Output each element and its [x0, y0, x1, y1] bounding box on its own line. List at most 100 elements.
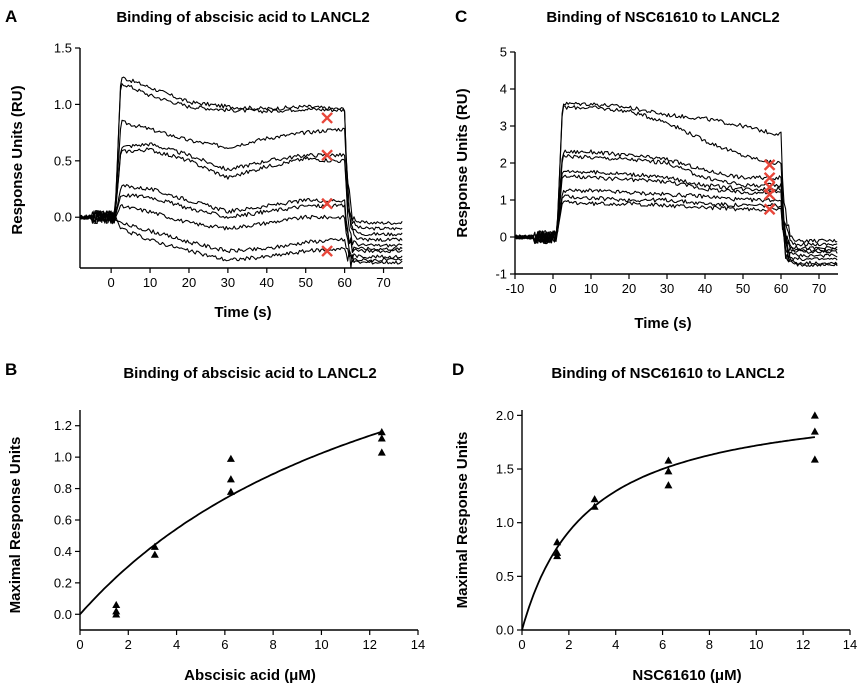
- sensorgram-trace: [514, 101, 838, 245]
- data-point: [810, 455, 819, 463]
- sensorgram-trace: [79, 119, 403, 237]
- y-tick-label: 1.0: [54, 97, 72, 112]
- x-tick-label: 70: [812, 281, 826, 296]
- y-tick-label: 1: [500, 193, 507, 208]
- sensorgram-trace: [514, 174, 838, 260]
- panel-a: A Binding of abscisic acid to LANCL2 Tim…: [5, 7, 403, 321]
- panel-c: C Binding of NSC61610 to LANCL2 Time (s)…: [454, 7, 838, 332]
- y-axis-label: Response Units (RU): [9, 85, 26, 234]
- x-tick-label: 6: [659, 637, 666, 652]
- data-point: [553, 551, 562, 560]
- chart-title: Binding of NSC61610 to LANCL2: [546, 9, 779, 26]
- sensorgram-trace: [79, 193, 403, 254]
- x-tick-label: 4: [612, 637, 619, 652]
- max-response-marker: [763, 203, 776, 216]
- sensorgram-trace: [514, 199, 838, 267]
- chart-title: Binding of NSC61610 to LANCL2: [551, 365, 784, 382]
- y-axis-label: Response Units (RU): [454, 88, 471, 237]
- x-axis-label: NSC61610 (μM): [632, 667, 741, 684]
- sensorgram-trace: [79, 142, 403, 242]
- x-tick-label: -10: [506, 281, 525, 296]
- y-tick-label: 1.5: [54, 41, 72, 56]
- x-tick-label: 50: [298, 275, 312, 290]
- data-point: [112, 600, 121, 609]
- data-point: [150, 550, 159, 558]
- y-tick-label: 1.0: [496, 515, 514, 530]
- x-tick-label: 12: [362, 637, 376, 652]
- x-tick-label: 60: [337, 275, 351, 290]
- x-tick-label: 50: [736, 281, 750, 296]
- max-response-marker: [321, 112, 333, 124]
- chart-title: Binding of abscisic acid to LANCL2: [123, 365, 376, 382]
- y-tick-label: 0.5: [54, 153, 72, 168]
- sensorgram-trace: [514, 154, 838, 253]
- y-tick-label: 1.2: [54, 418, 72, 433]
- sensorgram-trace: [514, 149, 838, 251]
- x-tick-label: 60: [774, 281, 788, 296]
- x-tick-label: 30: [660, 281, 674, 296]
- y-tick-label: 0.0: [54, 210, 72, 225]
- x-tick-label: 4: [173, 637, 180, 652]
- x-tick-label: 0: [518, 637, 525, 652]
- y-tick-label: -1: [495, 267, 507, 282]
- panel-b: B Binding of abscisic acid to LANCL2 Abs…: [5, 360, 425, 684]
- x-tick-label: 10: [749, 637, 763, 652]
- x-tick-label: 20: [182, 275, 196, 290]
- panel-d: D Binding of NSC61610 to LANCL2 NSC61610…: [452, 360, 857, 684]
- chart-title: Binding of abscisic acid to LANCL2: [116, 9, 369, 26]
- data-point: [664, 467, 673, 475]
- y-tick-label: 5: [500, 45, 507, 60]
- y-axis-label: Maximal Response Units: [7, 437, 24, 614]
- y-tick-label: 0.0: [54, 607, 72, 622]
- data-point: [810, 411, 819, 419]
- sensorgram-trace: [79, 147, 403, 248]
- max-response-marker: [321, 197, 333, 210]
- data-point: [226, 454, 235, 462]
- x-tick-label: 14: [843, 637, 857, 652]
- sensorgram-trace: [79, 83, 403, 231]
- x-tick-label: 40: [260, 275, 274, 290]
- x-axis-label: Time (s): [634, 315, 691, 332]
- x-tick-label: 0: [549, 281, 556, 296]
- y-tick-label: 2: [500, 156, 507, 171]
- data-point: [112, 610, 121, 618]
- panel-letter: A: [5, 7, 17, 26]
- y-tick-label: 1.0: [54, 450, 72, 465]
- x-tick-label: 10: [143, 275, 157, 290]
- data-point: [664, 456, 673, 464]
- fit-curve: [521, 436, 816, 631]
- data-point: [226, 475, 235, 483]
- data-point: [590, 502, 599, 510]
- y-tick-label: 2.0: [496, 408, 514, 423]
- data-point: [810, 427, 819, 435]
- x-axis-label: Time (s): [214, 304, 271, 321]
- max-response-marker: [763, 159, 776, 171]
- x-tick-label: 12: [796, 637, 810, 652]
- max-response-marker: [763, 171, 776, 184]
- x-tick-label: 2: [125, 637, 132, 652]
- y-tick-label: 0.8: [54, 481, 72, 496]
- max-response-marker: [321, 245, 333, 257]
- x-axis-label: Abscisic acid (μM): [184, 667, 316, 684]
- y-tick-label: 0.5: [496, 569, 514, 584]
- x-tick-label: 14: [411, 637, 425, 652]
- y-tick-label: 0: [500, 230, 507, 245]
- x-tick-label: 10: [584, 281, 598, 296]
- y-tick-label: 4: [500, 82, 507, 97]
- data-point: [553, 538, 562, 546]
- data-point: [377, 448, 386, 456]
- panel-letter: B: [5, 360, 17, 379]
- sensorgram-trace: [79, 210, 403, 269]
- data-point: [150, 542, 159, 550]
- data-point: [226, 487, 235, 495]
- x-tick-label: 20: [622, 281, 636, 296]
- sensorgram-trace: [79, 204, 403, 259]
- x-tick-label: 8: [270, 637, 277, 652]
- y-tick-label: 0.4: [54, 544, 72, 559]
- y-tick-label: 1.5: [496, 462, 514, 477]
- y-tick-label: 0.2: [54, 575, 72, 590]
- data-point: [377, 434, 386, 442]
- x-tick-label: 6: [221, 637, 228, 652]
- x-tick-label: 0: [108, 275, 115, 290]
